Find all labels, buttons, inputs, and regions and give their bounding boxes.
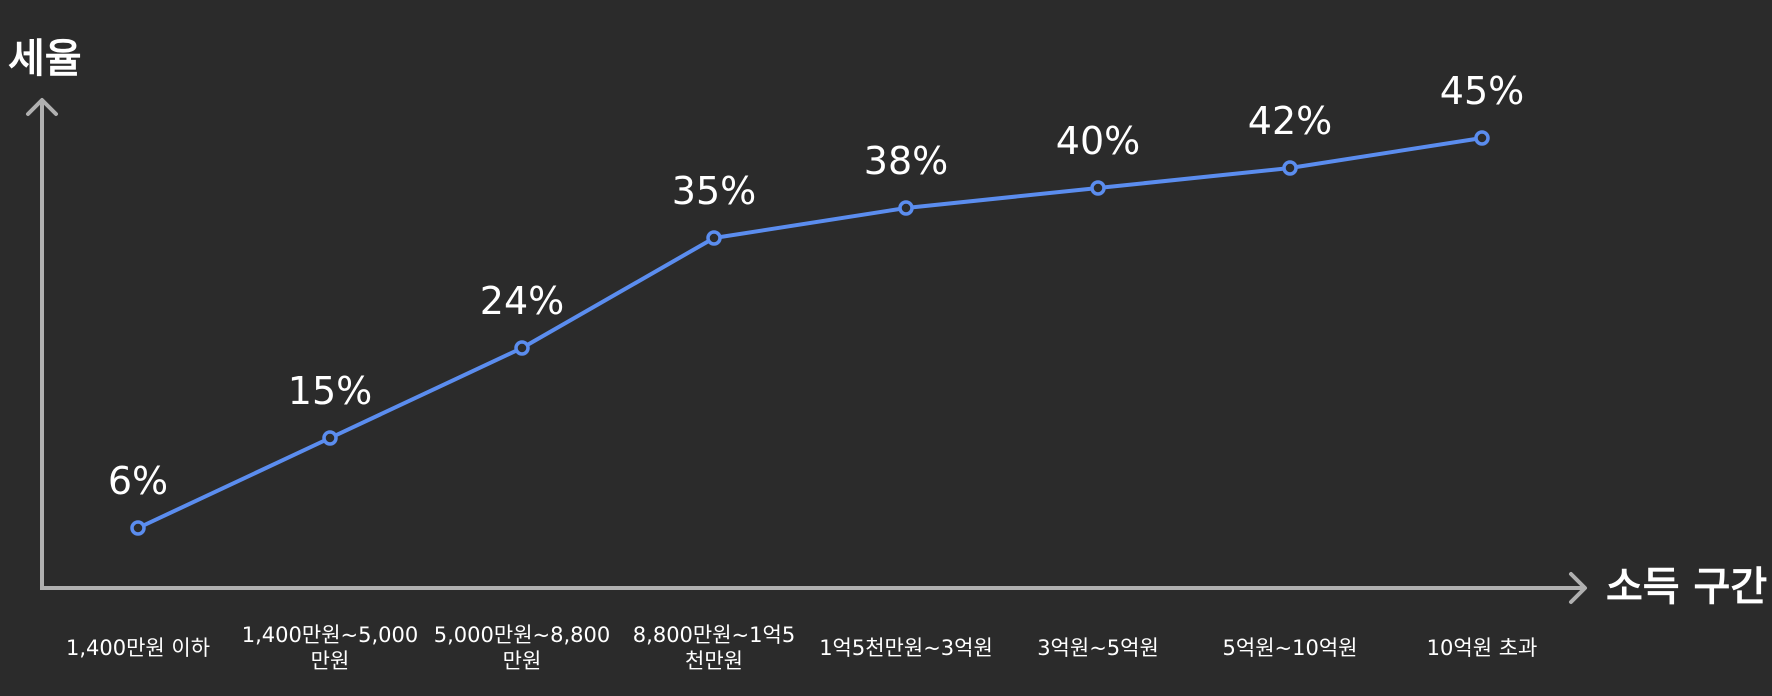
- x-axis-label: 소득 구간: [1606, 564, 1767, 610]
- data-label: 15%: [288, 369, 372, 413]
- data-point: [1282, 160, 1298, 176]
- data-point: [706, 230, 722, 246]
- data-label: 40%: [1056, 119, 1140, 163]
- x-tick-label: 3억원~5억원: [1037, 636, 1159, 660]
- data-point: [898, 200, 914, 216]
- x-tick-label: 5,000만원~8,800 만원: [434, 623, 610, 673]
- y-axis-arrow-icon: [26, 98, 58, 116]
- x-tick-label: 1,400만원~5,000 만원: [242, 623, 418, 673]
- data-label: 6%: [108, 459, 168, 503]
- x-tick-label: 1억5천만원~3억원: [819, 636, 993, 660]
- data-label: 38%: [864, 139, 948, 183]
- data-label: 45%: [1440, 69, 1524, 113]
- data-point: [1090, 180, 1106, 196]
- data-label: 24%: [480, 279, 564, 323]
- series-line: [137, 136, 1483, 530]
- x-axis-arrow-icon: [1569, 572, 1587, 604]
- data-label: 35%: [672, 169, 756, 213]
- x-tick-labels: 1,400만원 이하 1,400만원~5,000 만원 5,000만원~8,800 만원…: [66, 623, 1537, 673]
- y-axis-label: 세율: [8, 36, 82, 82]
- series-layer: 6% 15% 24% 35% 38% 40% 42% 45%: [108, 69, 1524, 536]
- data-point: [514, 340, 530, 356]
- data-point: [130, 520, 146, 536]
- data-point: [1474, 130, 1490, 146]
- x-tick-label: 5억원~10억원: [1223, 636, 1358, 660]
- x-tick-label: 8,800만원~1억5 천만원: [633, 623, 795, 673]
- data-label: 42%: [1248, 99, 1332, 143]
- data-point: [322, 430, 338, 446]
- x-tick-label: 10억원 초과: [1427, 636, 1538, 660]
- x-tick-label: 1,400만원 이하: [66, 636, 210, 660]
- chart-axes: 세율 소득 구간: [8, 36, 1767, 610]
